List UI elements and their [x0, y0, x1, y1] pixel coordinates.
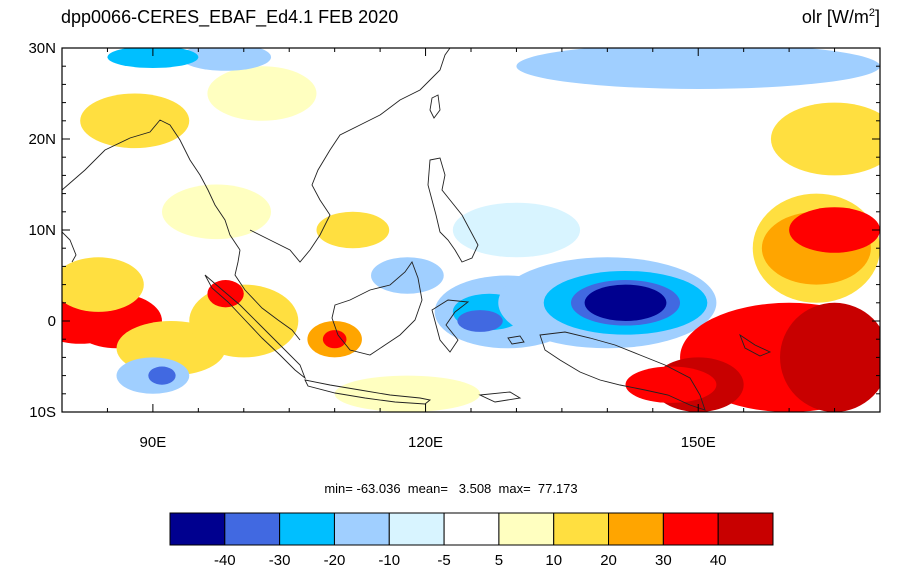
variable-label: olr [W/m [801, 7, 869, 27]
coastline-india [62, 231, 77, 263]
colorbar-label: 30 [655, 552, 672, 569]
coastline-bay-of-bengal [62, 119, 241, 251]
colorbar-box [388, 512, 445, 546]
units-exponent: 2 [868, 7, 875, 19]
olr-anomaly-field [62, 48, 880, 412]
lon-tick-label: 90E [140, 434, 167, 451]
colorbar-box [717, 512, 774, 546]
coastline-sulawesi [431, 299, 470, 353]
coastline-taiwan [429, 94, 441, 119]
colorbar-label: 20 [600, 552, 617, 569]
coastline-new-britain [739, 333, 772, 357]
colorbar-boxes [169, 512, 774, 546]
colorbar-labels: -40 -30 -20 -10 -5 5 10 20 30 40 [214, 552, 727, 569]
coastline-borneo [331, 261, 423, 356]
map-title: dpp0066-CERES_EBAF_Ed4.1 FEB 2020 [61, 7, 399, 27]
colorbar-box [553, 512, 610, 546]
lat-tick-label: 30N [28, 40, 56, 57]
colorbar-label: 10 [545, 552, 562, 569]
colorbar-box [169, 512, 226, 546]
anomaly-region [770, 102, 880, 176]
field-statistics: min= -63.036 mean= 3.508 max= 77.173 [324, 481, 578, 496]
lon-tick-label: 120E [408, 434, 443, 451]
colorbar-label: 5 [495, 552, 503, 569]
anomaly-region [780, 302, 880, 412]
colorbar-box [443, 512, 500, 546]
coastline-sumatra [204, 274, 307, 380]
units-close: ] [874, 7, 880, 27]
anomaly-region [180, 48, 272, 71]
lat-tick-label: 10S [29, 404, 56, 421]
axis-ticks: 30N 20N 10N 0 10S 90E 120E 150E [28, 40, 881, 451]
anomaly-region [371, 257, 444, 294]
coastline-timor [478, 391, 522, 403]
colorbar-box [224, 512, 281, 546]
colorbar-label: -40 [214, 552, 236, 569]
variable-units-label: olr [W/m2] [802, 7, 880, 28]
coastline-malay-peninsula [234, 249, 301, 341]
anomaly-region [161, 184, 272, 240]
anomaly-region [207, 66, 317, 121]
anomaly-region [457, 310, 503, 332]
colorbar-box [279, 512, 335, 546]
anomaly-region [625, 366, 717, 403]
anomaly-region [584, 284, 667, 321]
colorbar-box [333, 512, 390, 546]
colorbar-label: 40 [710, 552, 727, 569]
anomaly-region [322, 330, 347, 349]
coastline-islet [507, 335, 525, 345]
colorbar-label: -5 [437, 552, 450, 569]
coastline-java [304, 379, 432, 405]
anomaly-region [148, 366, 176, 385]
colorbar-label: -30 [269, 552, 291, 569]
colorbar-label: -20 [324, 552, 346, 569]
coastline-new-guinea [539, 331, 706, 411]
lat-tick-label: 0 [48, 313, 56, 330]
anomaly-region [334, 375, 481, 412]
anomaly-region [452, 202, 581, 258]
anomaly-region [316, 211, 390, 249]
anomaly-region [80, 93, 190, 149]
anomaly-region [789, 207, 880, 253]
lat-tick-label: 10N [28, 222, 56, 239]
colorbar-label: -10 [378, 552, 400, 569]
anomaly-region [62, 257, 144, 312]
lon-tick-label: 150E [681, 434, 716, 451]
coastlines [62, 48, 772, 411]
colorbar-box [608, 512, 664, 546]
coastline-south-china [249, 48, 451, 263]
anomaly-region [107, 48, 199, 69]
colorbar-box [498, 512, 555, 546]
colorbar-box [662, 512, 719, 546]
lat-tick-label: 20N [28, 131, 56, 148]
anomaly-region [516, 48, 880, 89]
coastline-philippines [427, 157, 479, 263]
